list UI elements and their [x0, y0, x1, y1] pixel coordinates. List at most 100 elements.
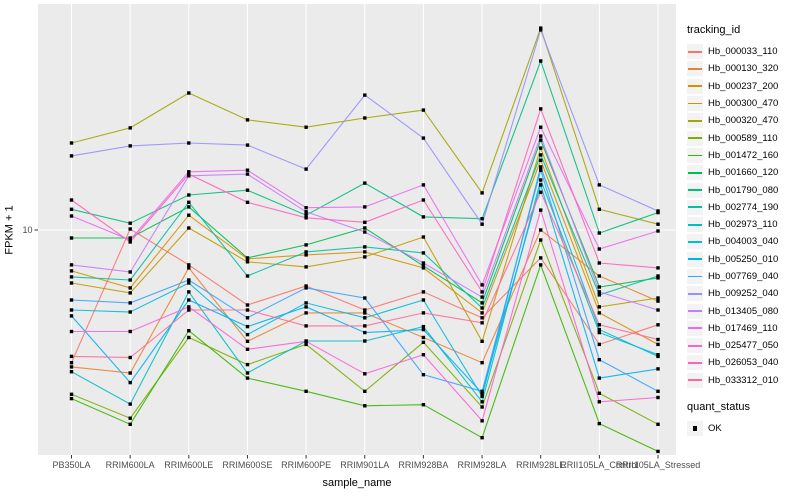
legend-label: Hb_000589_110	[708, 132, 778, 144]
point-marker	[187, 263, 191, 267]
point-marker	[304, 216, 308, 220]
point-marker	[480, 339, 484, 343]
point-marker	[597, 376, 601, 380]
legend-item-Hb_005250_010: Hb_005250_010	[687, 251, 799, 268]
legend-item-Hb_000130_320: Hb_000130_320	[687, 60, 799, 77]
series-points-Hb_000300_470	[69, 146, 660, 343]
point-marker	[245, 143, 250, 147]
x-tick-label-RRIM600LE: RRIM600LE	[164, 460, 213, 470]
point-marker	[539, 263, 543, 267]
point-marker	[304, 210, 308, 214]
x-tick-label-RRII105LA_Stressed: RRII105LA_Stressed	[616, 460, 701, 470]
legend-line-icon	[688, 85, 702, 88]
legend-label: Hb_004003_040	[708, 236, 779, 248]
point-marker	[128, 240, 132, 244]
point-marker	[245, 260, 250, 264]
quant-ok-key	[687, 421, 703, 437]
point-marker	[421, 353, 426, 357]
point-marker	[363, 324, 367, 328]
point-marker	[128, 286, 132, 290]
point-marker	[187, 278, 191, 282]
series-points-Hb_013405_080	[69, 134, 660, 312]
point-marker	[597, 290, 601, 294]
point-marker	[128, 310, 132, 314]
legend-label: Hb_002973_110	[708, 219, 778, 231]
point-marker	[187, 329, 191, 333]
point-marker	[304, 206, 308, 210]
point-marker	[597, 327, 601, 332]
legend-title-tracking-id: tracking_id	[687, 24, 741, 36]
point-marker	[480, 311, 484, 315]
point-marker	[539, 59, 543, 63]
point-marker	[363, 205, 367, 209]
point-marker	[69, 370, 74, 374]
point-marker	[363, 226, 367, 230]
point-marker	[187, 172, 191, 176]
series-points-Hb_007769_040	[69, 168, 660, 393]
point-marker	[69, 308, 74, 312]
point-marker	[656, 449, 660, 454]
point-marker	[245, 339, 250, 343]
point-marker	[187, 335, 191, 340]
point-marker	[597, 421, 601, 426]
x-tick-label-RRIM928LE: RRIM928LE	[516, 460, 565, 470]
legend-item-Hb_007769_040: Hb_007769_040	[687, 268, 799, 285]
point-marker	[480, 316, 484, 320]
point-marker	[421, 340, 426, 344]
point-marker	[539, 190, 543, 194]
point-marker	[421, 235, 426, 239]
point-marker	[304, 324, 308, 328]
legend-key-Hb_000320_470	[687, 113, 703, 129]
point-marker	[363, 255, 367, 259]
series-points-Hb_009252_040	[69, 28, 660, 226]
point-marker	[69, 314, 74, 318]
legend-key-Hb_025477_050	[687, 338, 703, 354]
legend-key-Hb_033312_010	[687, 372, 703, 388]
point-marker	[363, 316, 367, 320]
point-marker	[128, 402, 132, 406]
point-marker	[656, 296, 660, 300]
point-marker	[128, 291, 132, 295]
point-marker	[187, 193, 191, 197]
point-marker	[421, 403, 426, 407]
legend-key-Hb_004003_040	[687, 234, 703, 250]
point-marker	[304, 286, 308, 290]
point-marker	[304, 342, 308, 347]
legend-item-Hb_000237_200: Hb_000237_200	[687, 78, 799, 95]
point-marker	[245, 316, 250, 320]
point-marker	[187, 170, 191, 174]
legend-label: Hb_026053_040	[708, 357, 779, 369]
point-marker	[656, 229, 660, 233]
legend-item-Hb_033312_010: Hb_033312_010	[687, 372, 799, 389]
point-marker	[421, 261, 426, 265]
series-points-Hb_001472_160	[69, 263, 660, 454]
legend-item-Hb_001790_080: Hb_001790_080	[687, 181, 799, 198]
point-marker	[480, 191, 484, 195]
point-marker	[656, 274, 660, 278]
point-marker	[597, 311, 601, 315]
legend-key-Hb_000589_110	[687, 130, 703, 146]
point-marker	[363, 339, 367, 343]
legend-line-icon	[688, 171, 702, 174]
legend-key-Hb_017469_110	[687, 320, 703, 336]
point-marker	[304, 311, 308, 315]
point-marker	[69, 236, 74, 240]
point-marker	[480, 394, 484, 399]
point-marker	[128, 380, 132, 385]
point-marker	[597, 400, 601, 404]
point-marker	[187, 290, 191, 294]
point-marker	[363, 296, 367, 300]
point-marker	[597, 183, 601, 187]
legend-item-Hb_000320_470: Hb_000320_470	[687, 112, 799, 129]
legend-line-icon	[688, 362, 702, 364]
legend-label: Hb_017469_110	[708, 322, 778, 334]
point-marker	[128, 221, 132, 225]
point-marker	[539, 256, 543, 260]
series-points-Hb_033312_010	[69, 190, 660, 360]
point-marker	[656, 354, 660, 359]
point-marker	[187, 308, 191, 312]
point-marker	[69, 365, 74, 369]
point-marker	[421, 298, 426, 302]
point-marker	[363, 220, 367, 224]
point-marker	[421, 311, 426, 315]
